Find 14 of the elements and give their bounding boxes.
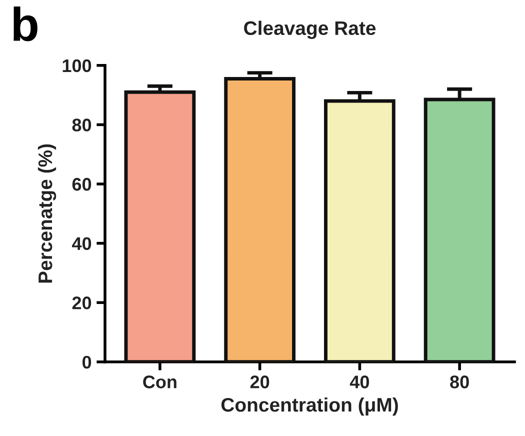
x-tick-label: 20 <box>250 376 270 388</box>
y-tick-label: 40 <box>72 237 92 250</box>
y-tick-label: 60 <box>72 178 92 191</box>
y-tick-label: 0 <box>82 356 92 369</box>
x-tick-label: 40 <box>350 376 369 388</box>
text: b <box>14 6 38 42</box>
y-tick-label: 100 <box>62 59 92 72</box>
x-tick-label: 80 <box>450 376 469 388</box>
y-tick-label: 80 <box>72 118 92 132</box>
y-tick-label: 20 <box>72 296 92 310</box>
chart-title: Cleavage Rate <box>244 20 376 39</box>
x-axis-title: Concentration (μM) <box>221 397 398 416</box>
y-axis-title: Percenatge (%) <box>38 144 56 283</box>
x-tick-label: Con <box>143 376 176 388</box>
